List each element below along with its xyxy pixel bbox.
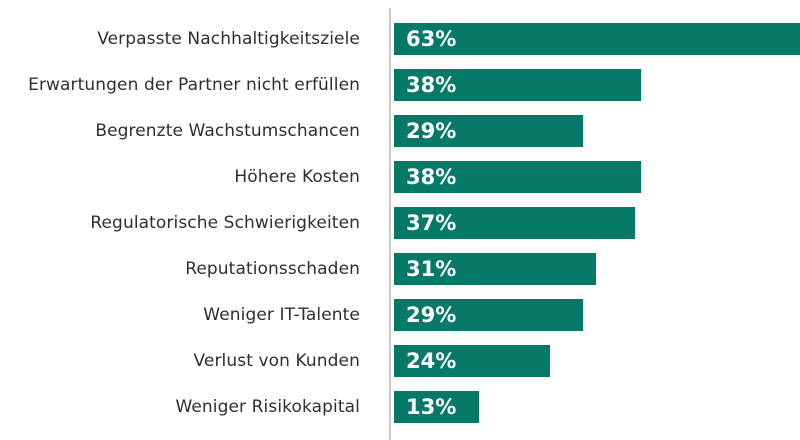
bar-value-label: 31% <box>406 257 457 281</box>
category-label: Verpasste Nachhaltigkeitsziele <box>97 29 360 49</box>
category-label: Reputationsschaden <box>185 259 360 279</box>
category-label: Weniger Risikokapital <box>175 397 360 417</box>
bar-row: Verpasste Nachhaltigkeitsziele 63% <box>0 16 800 62</box>
bar-row: Höhere Kosten 38% <box>0 154 800 200</box>
bar-row: Verlust von Kunden 24% <box>0 338 800 384</box>
bar: 29% <box>394 115 583 147</box>
bar: 38% <box>394 161 641 193</box>
category-label: Erwartungen der Partner nicht erfüllen <box>28 75 360 95</box>
bar: 24% <box>394 345 550 377</box>
category-label: Begrenzte Wachstumschancen <box>95 121 360 141</box>
bar-rows: Verpasste Nachhaltigkeitsziele 63% Erwartu… <box>0 16 800 430</box>
bar-row: Begrenzte Wachstumschancen 29% <box>0 108 800 154</box>
bar: 38% <box>394 69 641 101</box>
category-label: Verlust von Kunden <box>193 351 360 371</box>
bar-row: Weniger IT-Talente 29% <box>0 292 800 338</box>
bar-value-label: 24% <box>406 349 457 373</box>
category-label: Höhere Kosten <box>234 167 360 187</box>
bar-value-label: 29% <box>406 303 457 327</box>
bar-value-label: 38% <box>406 73 457 97</box>
category-label: Weniger IT-Talente <box>203 305 360 325</box>
y-axis-line <box>389 8 391 440</box>
bar: 37% <box>394 207 635 239</box>
bar: 13% <box>394 391 479 423</box>
bar-value-label: 63% <box>406 27 457 51</box>
bar-row: Reputationsschaden 31% <box>0 246 800 292</box>
bar: 63% <box>394 23 800 55</box>
bar-row: Erwartungen der Partner nicht erfüllen 38… <box>0 62 800 108</box>
category-label: Regulatorische Schwierigkeiten <box>90 213 360 233</box>
bar-row: Regulatorische Schwierigkeiten 37% <box>0 200 800 246</box>
bar-row: Weniger Risikokapital 13% <box>0 384 800 430</box>
bar-value-label: 37% <box>406 211 457 235</box>
bar: 31% <box>394 253 596 285</box>
bar-value-label: 38% <box>406 165 457 189</box>
bar-value-label: 29% <box>406 119 457 143</box>
bar-value-label: 13% <box>406 395 457 419</box>
bar: 29% <box>394 299 583 331</box>
